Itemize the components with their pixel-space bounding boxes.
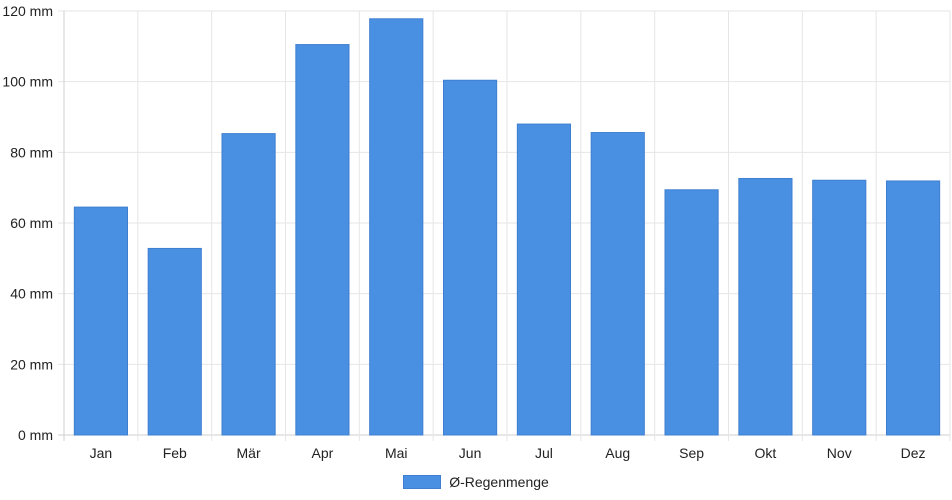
x-tick-label: Mär (237, 445, 261, 461)
x-tick-label: Sep (679, 445, 704, 461)
y-tick-label: 100 mm (2, 74, 53, 90)
y-tick-label: 120 mm (2, 3, 53, 19)
bar-jul[interactable] (516, 123, 571, 436)
y-tick-label: 60 mm (10, 215, 53, 231)
x-tick-label: Mai (385, 445, 408, 461)
y-tick-label: 40 mm (10, 286, 53, 302)
x-axis-ticks: Jan Feb Mär Apr Mai Jun Jul Aug Sep Okt Nov Dez (90, 445, 926, 461)
x-tick-label: Okt (755, 445, 777, 461)
bar-mai[interactable] (369, 18, 424, 436)
x-tick-label: Aug (605, 445, 630, 461)
y-tick-label: 20 mm (10, 356, 53, 372)
legend-label: Ø-Regenmenge (449, 474, 549, 490)
y-tick-label: 0 mm (18, 427, 53, 443)
bar-apr[interactable] (295, 44, 350, 436)
bar-jan[interactable] (73, 206, 128, 436)
bars (73, 18, 941, 436)
legend-swatch (403, 475, 442, 489)
bar-dez[interactable] (886, 180, 941, 436)
x-tick-label: Dez (901, 445, 926, 461)
bar-nov[interactable] (812, 179, 867, 436)
bar-okt[interactable] (738, 177, 793, 436)
y-tick-label: 80 mm (10, 144, 53, 160)
y-axis-ticks: 0 mm 20 mm 40 mm 60 mm 80 mm 100 mm 120 mm (2, 3, 53, 443)
bar-aug[interactable] (590, 132, 645, 436)
legend[interactable]: Ø-Regenmenge (0, 472, 952, 492)
x-tick-label: Jan (90, 445, 113, 461)
x-tick-label: Jul (535, 445, 553, 461)
x-tick-label: Feb (163, 445, 187, 461)
rain-bar-chart: 0 mm 20 mm 40 mm 60 mm 80 mm 100 mm 120 mm Jan… (2, 3, 951, 461)
x-tick-label: Nov (827, 445, 852, 461)
bar-feb[interactable] (147, 247, 202, 436)
x-tick-label: Apr (312, 445, 334, 461)
bar-sep[interactable] (664, 189, 719, 436)
bar-jun[interactable] (443, 79, 498, 436)
x-tick-label: Jun (459, 445, 482, 461)
grid-lines (58, 10, 951, 441)
bar-mär[interactable] (221, 133, 276, 436)
